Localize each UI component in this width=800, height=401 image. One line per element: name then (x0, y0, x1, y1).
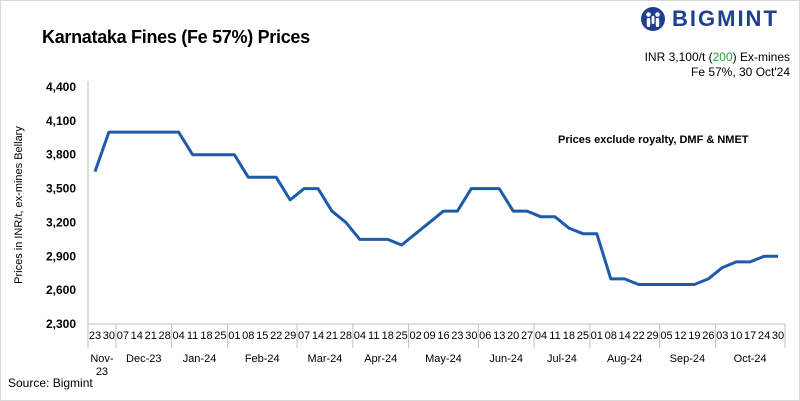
x-tick-label: 25 (214, 330, 226, 342)
x-tick-label: 01 (591, 330, 603, 342)
y-axis-ticks: 4,400 4,100 3,800 3,500 3,200 2,900 2,600 2,300 (46, 80, 76, 331)
x-tick-label: 18 (563, 330, 575, 342)
x-tick-label: 07 (298, 330, 310, 342)
x-tick-label: 11 (549, 330, 560, 342)
price-suffix: ) Ex-mines (732, 50, 790, 64)
x-tick-label: 25 (396, 330, 408, 342)
x-tick-label: 18 (200, 330, 212, 342)
x-tick-label: 22 (633, 330, 645, 342)
x-tick-label: 14 (619, 330, 631, 342)
x-tick-label: 28 (340, 330, 352, 342)
y-tick-label: 2,900 (46, 249, 76, 263)
x-tick-label: 08 (605, 330, 617, 342)
chart-axes (87, 81, 785, 325)
x-tick-label: 07 (117, 330, 129, 342)
x-tick-label: 27 (521, 330, 533, 342)
x-tick-label: 05 (660, 330, 672, 342)
x-tick-label: 12 (674, 330, 686, 342)
price-series-line (93, 130, 778, 286)
x-tick-label: 20 (507, 330, 519, 342)
y-tick-label: 3,500 (46, 182, 76, 196)
x-tick-label: 28 (159, 330, 171, 342)
x-tick-label: 19 (688, 330, 700, 342)
x-month-label: Sep-24 (670, 353, 705, 365)
price-prefix: INR 3,100/t ( (644, 50, 713, 64)
x-tick-label: 11 (368, 330, 379, 342)
x-tick-label: 29 (646, 330, 658, 342)
price-annotation: Prices exclude royalty, DMF & NMET (558, 134, 749, 146)
x-month-label: Dec-23 (126, 353, 161, 365)
x-tick-label: 25 (577, 330, 589, 342)
x-tick-label: 23 (451, 330, 463, 342)
x-month-label: Jul-24 (547, 353, 577, 365)
x-tick-label: 04 (172, 330, 184, 342)
x-month-label: May-24 (425, 353, 462, 365)
x-tick-label: 11 (187, 330, 198, 342)
y-tick-label: 2,300 (46, 317, 76, 331)
x-tick-label: 16 (437, 330, 449, 342)
x-tick-label: 08 (242, 330, 254, 342)
x-tick-label: 17 (744, 330, 756, 342)
x-tick-label: 23 (89, 330, 101, 342)
x-tick-label: 30 (465, 330, 477, 342)
x-month-label: Apr-24 (364, 353, 397, 365)
x-tick-label: 26 (702, 330, 714, 342)
x-tick-label: 04 (535, 330, 547, 342)
x-tick-label: 15 (256, 330, 268, 342)
y-tick-label: 4,400 (46, 80, 76, 94)
x-month-label: Jun-24 (489, 353, 523, 365)
x-tick-label: 14 (312, 330, 324, 342)
x-month-label: Jan-24 (183, 353, 217, 365)
x-tick-label: 13 (493, 330, 505, 342)
x-tick-label: 30 (772, 330, 784, 342)
x-month-label: Feb-24 (245, 353, 280, 365)
x-tick-label: 29 (284, 330, 296, 342)
x-tick-label: 21 (326, 330, 338, 342)
x-axis-months: Nov-23 Dec-23 Jan-24 Feb-24 Mar-24 Apr-24 May-… (87, 324, 786, 378)
price-summary: INR 3,100/t (200) Ex-mines (645, 50, 790, 65)
x-tick-label: 06 (479, 330, 491, 342)
x-tick-label: 21 (145, 330, 157, 342)
y-tick-label: 4,100 (46, 114, 76, 128)
x-month-label: Oct-24 (734, 353, 767, 365)
x-tick-label: 03 (716, 330, 728, 342)
x-tick-label: 02 (409, 330, 421, 342)
x-month-label: Nov-23 (90, 353, 114, 378)
x-tick-label: 30 (103, 330, 115, 342)
bigmint-logo: BIGMINT (640, 6, 779, 32)
x-tick-label: 09 (423, 330, 435, 342)
y-tick-label: 2,600 (46, 283, 76, 297)
x-tick-label: 24 (758, 330, 770, 342)
chart-title: Karnataka Fines (Fe 57%) Prices (42, 27, 310, 47)
price-detail: Fe 57%, 30 Oct'24 (690, 65, 790, 79)
y-axis-label: Prices in INR/t, ex-mines Bellary (13, 126, 25, 284)
x-tick-label: 18 (382, 330, 394, 342)
y-tick-label: 3,800 (46, 148, 76, 162)
x-tick-label: 04 (354, 330, 366, 342)
x-axis-ticks: 23 30 07 14 21 28 04 11 18 25 01 08 15 22 29 07 14 21 28 04… (89, 330, 784, 342)
price-change: 200 (712, 50, 733, 64)
price-info: INR 3,100/t (200) Ex-mines Fe 57%, 30 Oc… (645, 50, 790, 80)
bigmint-logo-icon (641, 7, 665, 31)
x-tick-label: 22 (270, 330, 282, 342)
x-month-label: Mar-24 (308, 353, 343, 365)
source-note: Source: Bigmint (8, 376, 93, 390)
bigmint-logo-text: BIGMINT (672, 6, 779, 31)
x-tick-label: 14 (131, 330, 143, 342)
x-tick-label: 01 (228, 330, 240, 342)
y-tick-label: 3,200 (46, 215, 76, 229)
x-tick-label: 10 (730, 330, 742, 342)
x-month-label: Aug-24 (607, 353, 642, 365)
